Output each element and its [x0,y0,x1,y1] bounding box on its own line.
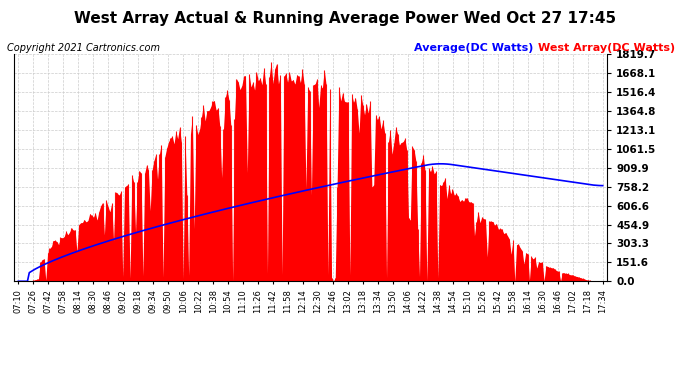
Text: West Array Actual & Running Average Power Wed Oct 27 17:45: West Array Actual & Running Average Powe… [74,11,616,26]
Text: West Array(DC Watts): West Array(DC Watts) [538,43,676,53]
Text: Average(DC Watts): Average(DC Watts) [414,43,533,53]
Text: Copyright 2021 Cartronics.com: Copyright 2021 Cartronics.com [7,43,160,53]
